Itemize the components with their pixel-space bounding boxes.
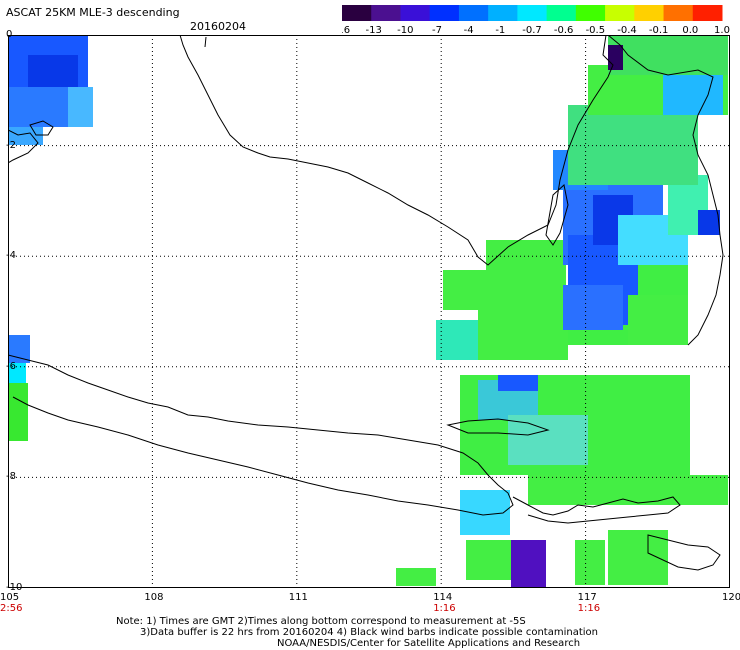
colorbar-swatch xyxy=(429,5,460,21)
laut-island-coast xyxy=(545,184,569,246)
wind-cell xyxy=(575,540,605,585)
wind-map-plot xyxy=(8,35,730,588)
colorbar-tick-label: -0.5 xyxy=(586,25,606,36)
colorbar-swatch xyxy=(663,5,694,21)
pass-time-label: 2:56 xyxy=(0,603,23,614)
lat-tick-label: -4 xyxy=(6,250,16,262)
wind-cell xyxy=(508,415,588,465)
colorbar-swatch xyxy=(458,5,489,21)
colorbar-swatch xyxy=(634,5,665,21)
colorbar-tick-label: -4 xyxy=(464,25,474,36)
colorbar-tick-label: -0.1 xyxy=(649,25,669,36)
colorbar-swatch xyxy=(400,5,431,21)
colorbar-tick-label: -7 xyxy=(432,25,442,36)
lat-tick-label: -6 xyxy=(6,360,16,372)
colorbar-swatch xyxy=(488,5,518,21)
bangka-island xyxy=(29,120,54,136)
colorbar-tick-label: 0.0 xyxy=(682,25,698,36)
lat-lon-grid xyxy=(8,35,730,588)
lat-tick-label: 0 xyxy=(6,29,13,40)
colorbar-swatch xyxy=(546,5,577,21)
colorbar-tick-label: -16 xyxy=(342,25,350,36)
wind-cell xyxy=(698,210,720,235)
note-line-2: 3)Data buffer is 22 hrs from 20160204 4)… xyxy=(140,627,598,638)
colorbar-swatch xyxy=(371,5,401,21)
wind-cell xyxy=(563,285,623,330)
colorbar-tick-label: -0.4 xyxy=(617,25,637,36)
wind-cell xyxy=(608,45,623,70)
sumatra-coast xyxy=(8,129,39,164)
colorbar-tick-label: -10 xyxy=(397,25,413,36)
madura-coast xyxy=(446,418,550,436)
wind-cell xyxy=(8,363,26,383)
colorbar-tick-label: 1.0 xyxy=(714,25,730,36)
note-line-3: NOAA/NESDIS/Center for Satellite Applica… xyxy=(277,638,581,649)
colorbar-swatch xyxy=(517,5,548,21)
wind-cell xyxy=(8,87,68,127)
lat-tick-label: -10 xyxy=(6,582,23,593)
colorbar-legend: -16 -13 -10 -7 -4 -1 -0.7 -0.6 -0.5 -0.4 -0.1 0.0 1.… xyxy=(342,5,730,36)
lon-tick-label: 111 xyxy=(288,592,308,603)
colorbar-tick-label: -0.7 xyxy=(522,25,542,36)
wind-cell xyxy=(628,295,688,345)
sulawesi-coast xyxy=(607,35,724,346)
pass-time-label: 1:16 xyxy=(433,603,456,614)
wind-cell xyxy=(511,540,546,588)
lon-tick-label: 108 xyxy=(144,592,164,603)
map-title: ASCAT 25KM MLE-3 descending xyxy=(6,6,180,19)
colorbar-tick-label: -0.6 xyxy=(554,25,574,36)
wind-cell xyxy=(8,383,28,441)
sumbawa-flores-coast xyxy=(647,534,721,571)
wind-cell xyxy=(28,55,78,90)
lon-tick-label: 105 xyxy=(0,592,20,603)
wind-cell xyxy=(8,335,30,363)
borneo-coast xyxy=(179,35,614,266)
pass-time-label: 1:16 xyxy=(577,603,601,614)
plot-frame xyxy=(8,35,730,588)
wind-data-cells xyxy=(8,35,728,588)
colorbar-tick-label: -13 xyxy=(365,25,381,36)
lon-tick-label: 120 xyxy=(722,592,740,603)
note-line-1: Note: 1) Times are GMT 2)Times along bot… xyxy=(116,616,526,627)
bali-lombok-coast xyxy=(512,496,681,524)
wind-cell xyxy=(460,490,510,535)
colorbar-swatch xyxy=(692,5,723,21)
wind-cell xyxy=(663,75,723,115)
lon-tick-label: 117 xyxy=(577,592,597,603)
wind-cell xyxy=(68,87,93,127)
wind-cell xyxy=(396,568,436,586)
wind-cell xyxy=(466,540,511,580)
wind-cell xyxy=(498,375,538,391)
map-date: 20160204 xyxy=(190,20,246,33)
lon-tick-label: 114 xyxy=(433,592,453,603)
lat-tick-label: -8 xyxy=(6,471,16,483)
wind-cell xyxy=(478,295,568,360)
coastline-outlines xyxy=(8,35,724,571)
colorbar-tick-label: -1 xyxy=(495,25,505,36)
colorbar-swatch xyxy=(605,5,635,21)
lat-tick-label: -2 xyxy=(6,139,16,151)
java-coast xyxy=(8,354,514,516)
colorbar-swatch xyxy=(342,5,372,21)
wind-cell xyxy=(568,105,698,185)
wind-cell xyxy=(608,35,728,75)
wind-cell xyxy=(486,240,566,295)
colorbar-swatch xyxy=(575,5,606,21)
